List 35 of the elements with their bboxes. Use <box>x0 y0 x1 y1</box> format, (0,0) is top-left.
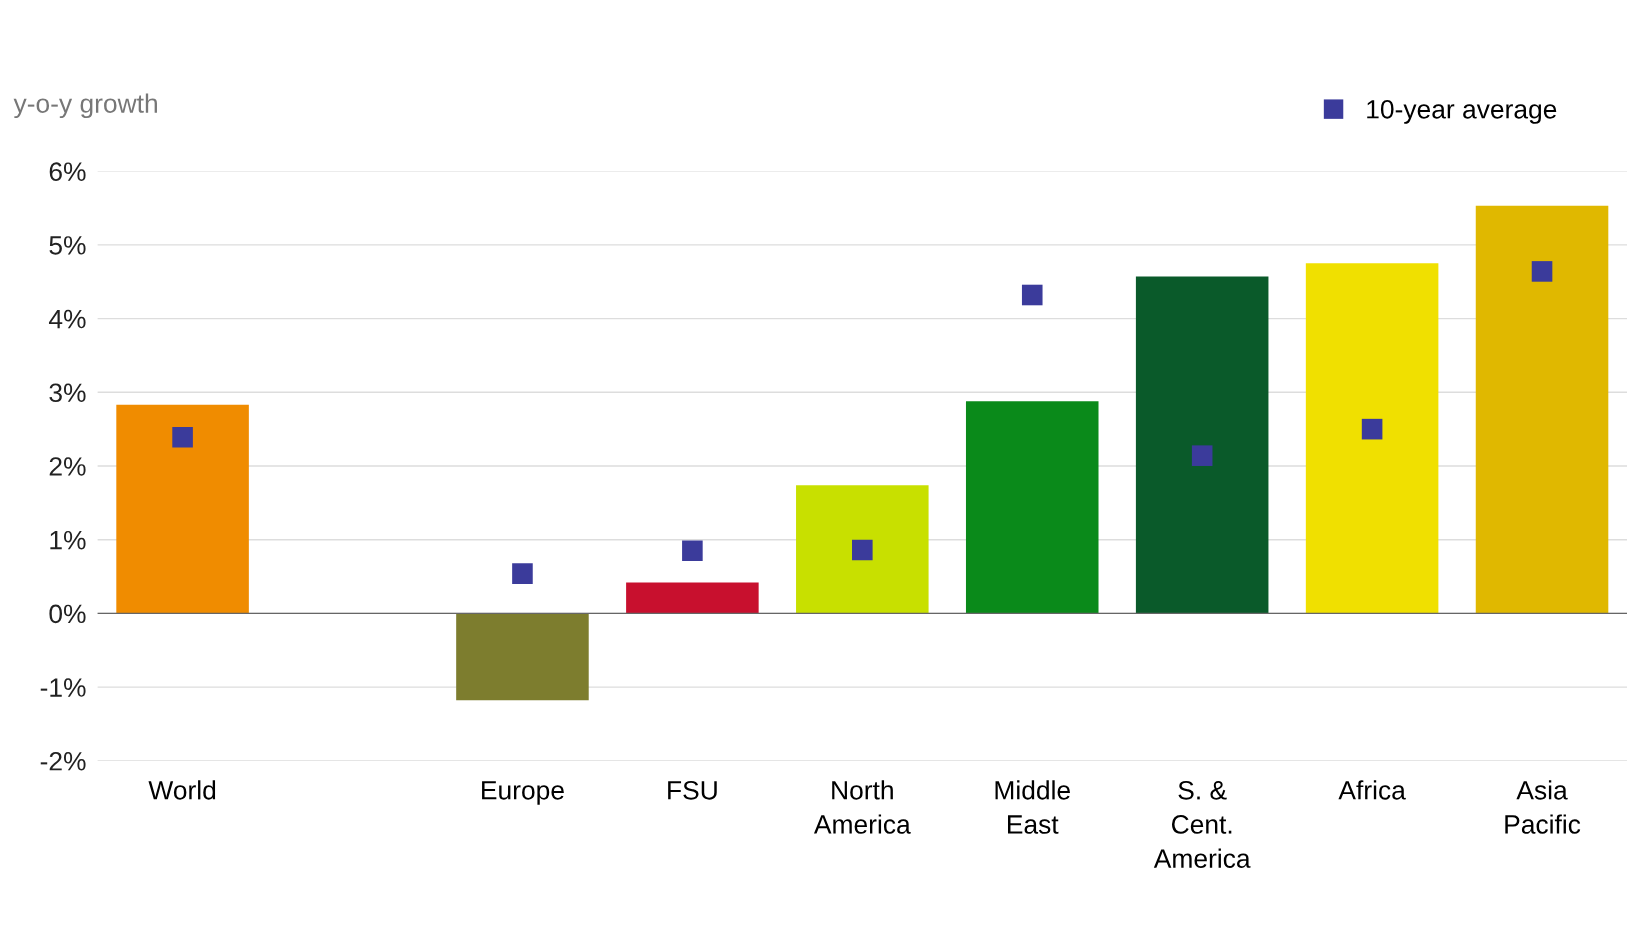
y-tick-label: 3% <box>49 383 86 403</box>
y-tick-label: -2% <box>40 751 86 771</box>
y-tick-label: 2% <box>49 457 86 476</box>
y-tick-label: 4% <box>48 309 86 329</box>
point <box>1021 284 1043 306</box>
x-tick-label: FSU <box>668 780 717 800</box>
point <box>1531 261 1553 282</box>
x-tick-label: Middle East <box>995 780 1070 834</box>
bar <box>965 401 1099 614</box>
y-tick-label: -1% <box>40 678 86 697</box>
point <box>512 563 533 584</box>
bar <box>1305 263 1439 614</box>
bar <box>116 404 249 614</box>
y-tick-label: 0% <box>49 604 86 624</box>
bar <box>796 485 929 614</box>
point <box>682 540 703 562</box>
point <box>1191 445 1213 466</box>
x-tick-label: World <box>148 780 216 800</box>
x-tick-label: S. & Cent. America <box>1153 780 1251 868</box>
point <box>172 426 193 448</box>
bar <box>626 582 759 614</box>
x-tick-label: Africa <box>1338 780 1406 800</box>
x-tick-label: Asia Pacific <box>1505 780 1581 834</box>
y-tick-label: 6% <box>49 162 86 181</box>
bar <box>1135 276 1269 614</box>
legend-label: 10-year average <box>1367 99 1557 124</box>
x-tick-label: North America <box>813 780 911 834</box>
point <box>852 539 873 561</box>
y-tick-label: 1% <box>50 530 86 550</box>
point <box>1361 418 1383 440</box>
y-axis-title: y-o-y growth <box>13 93 157 119</box>
x-tick-label: Europe <box>482 781 564 805</box>
bar <box>456 613 589 701</box>
bar <box>1475 205 1609 614</box>
y-tick-label: 5% <box>49 236 86 255</box>
